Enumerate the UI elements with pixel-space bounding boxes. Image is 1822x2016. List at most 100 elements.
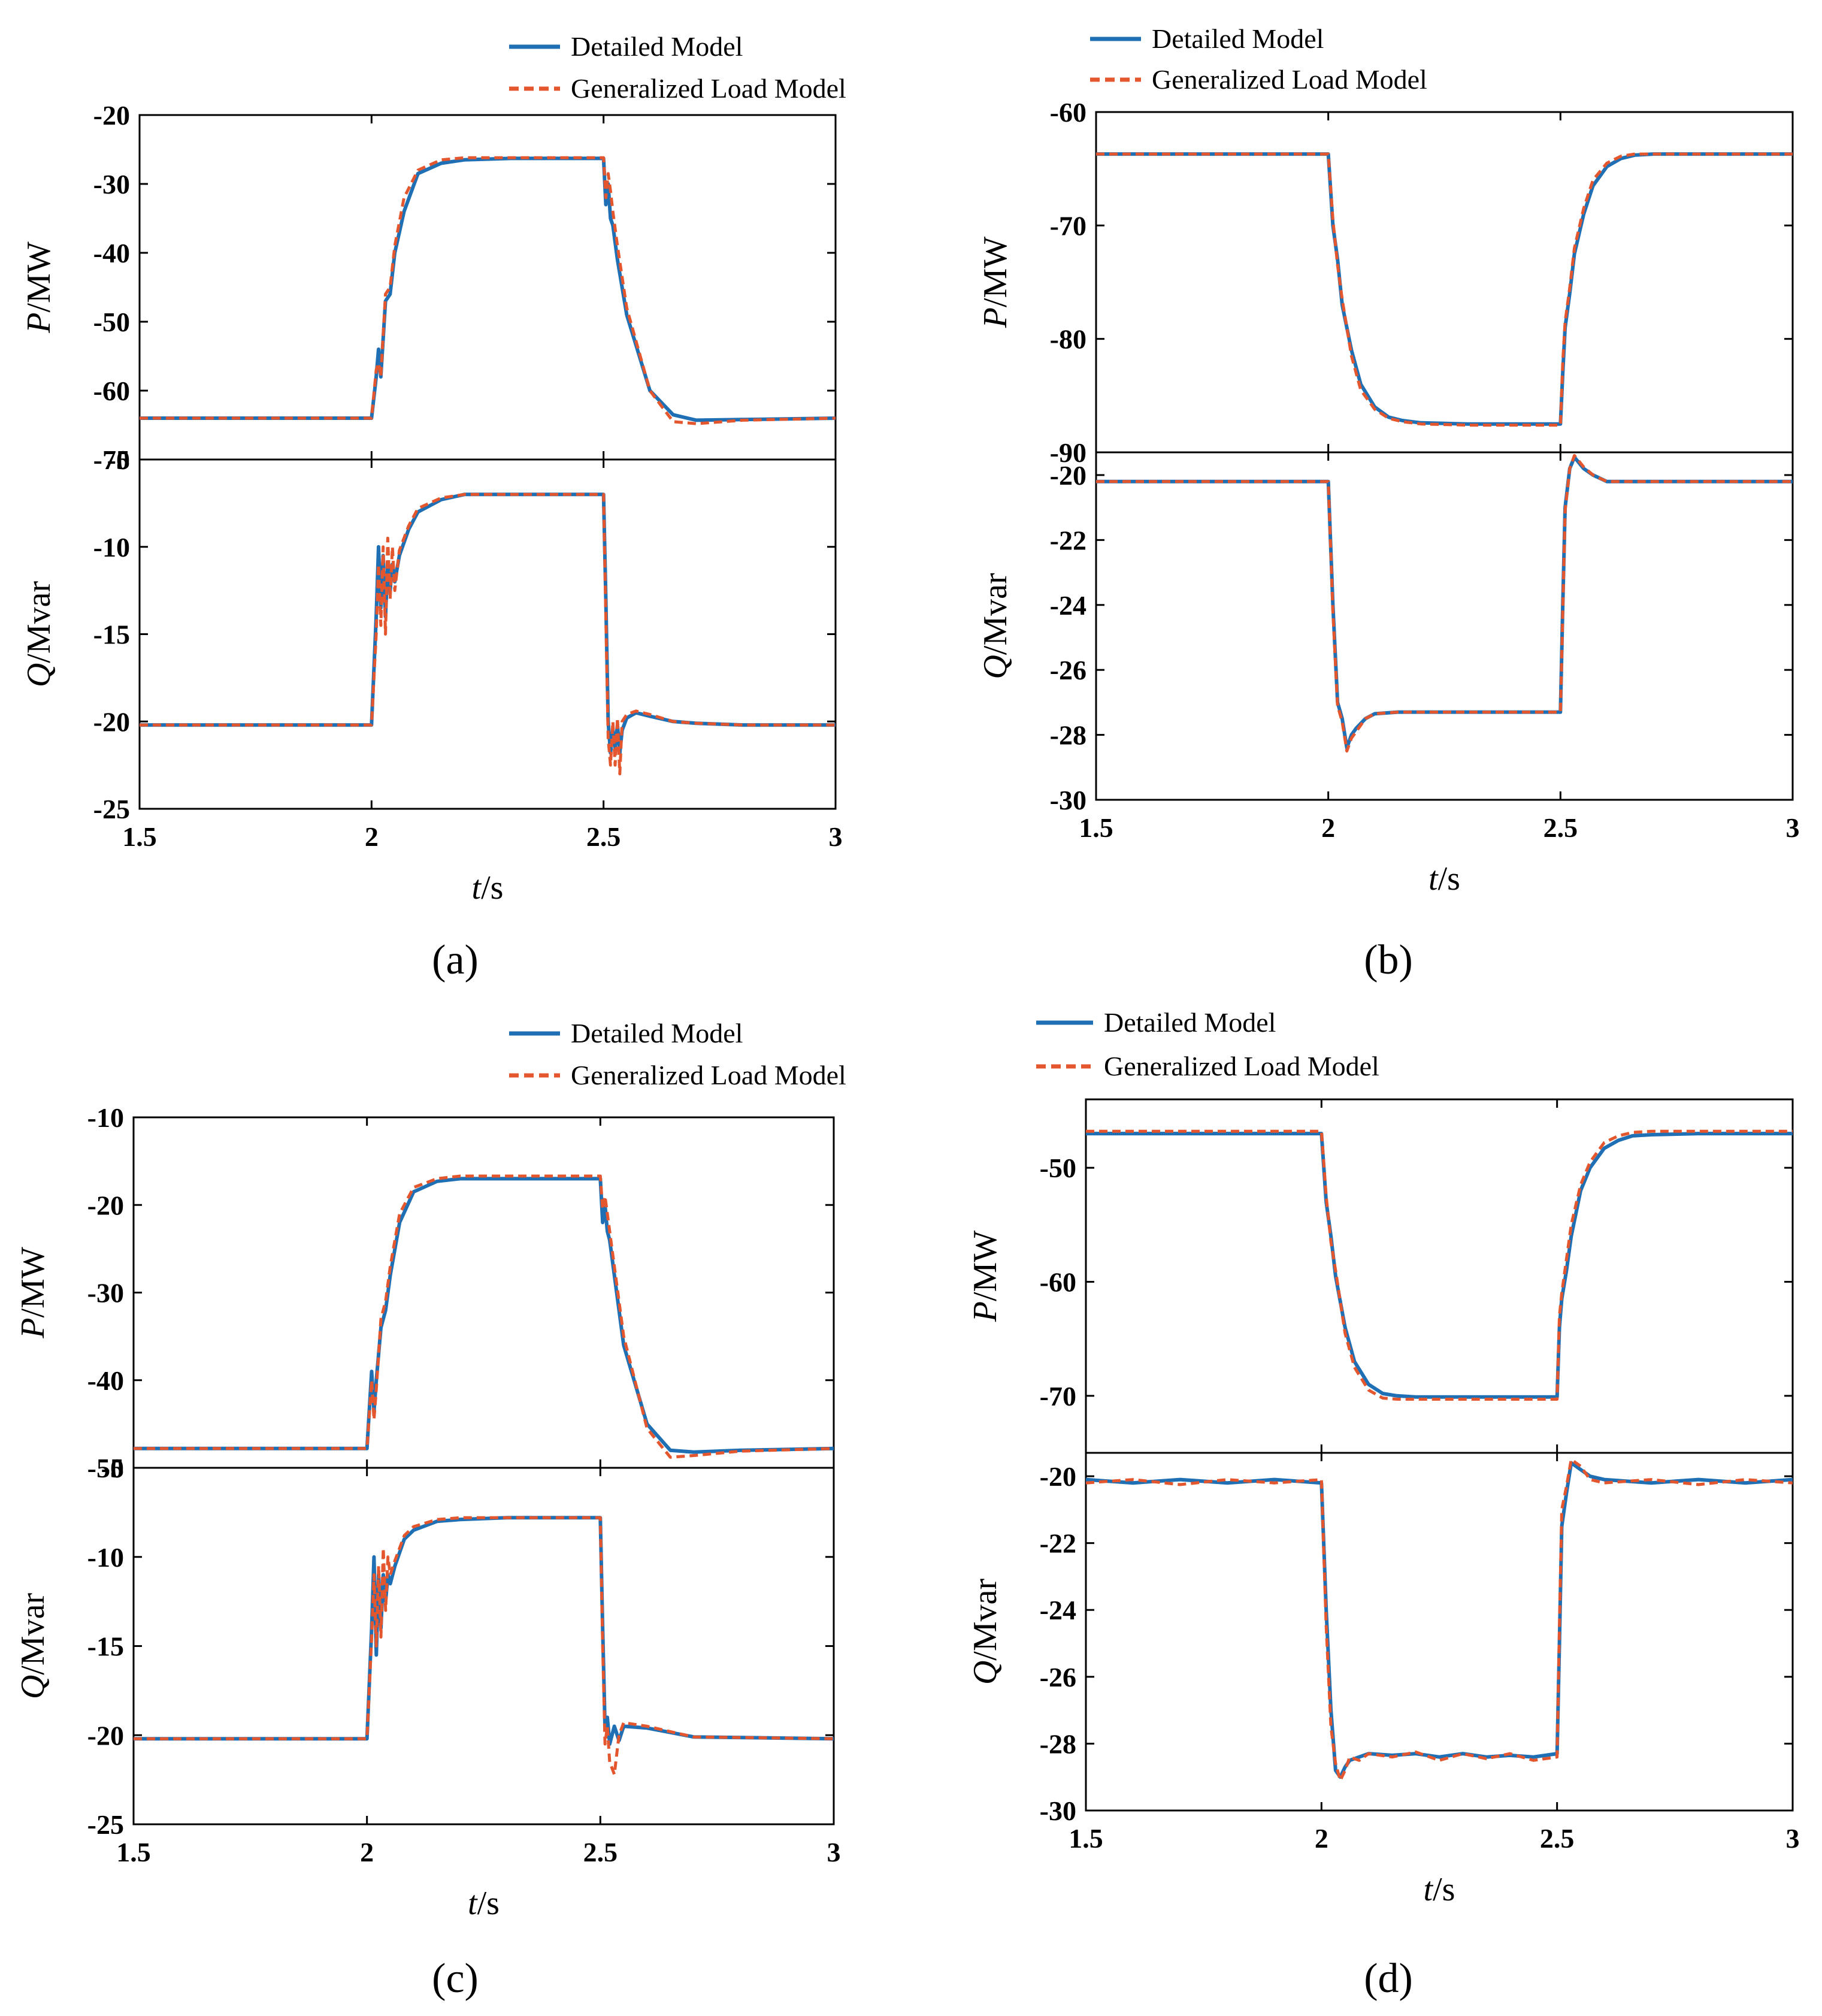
y-tick-label: -24 bbox=[1040, 1595, 1076, 1625]
series-generalized-line bbox=[1086, 1458, 1793, 1782]
series-detailed-line bbox=[134, 1177, 834, 1454]
panel-label: (c) bbox=[432, 1955, 479, 2002]
bottom-subplot: -20 -22 -24 -26 -28 -30 Q/Mvar bbox=[967, 1452, 1794, 1826]
top-ylabel: P/MW bbox=[20, 241, 57, 334]
ylabel-unit: /MW bbox=[20, 241, 57, 312]
x-tick-label: 2 bbox=[365, 821, 379, 852]
y-tick-label: -22 bbox=[1050, 525, 1086, 555]
y-tick-label: -30 bbox=[87, 1278, 124, 1308]
bottom-axes-frame bbox=[1085, 1452, 1794, 1812]
ylabel-symbol: Q bbox=[14, 1675, 52, 1699]
y-tick-label: -28 bbox=[1040, 1728, 1076, 1759]
legend-label-detailed: Detailed Model bbox=[571, 1018, 743, 1048]
bottom-ylabel: Q/Mvar bbox=[977, 573, 1014, 679]
y-tick-label: -50 bbox=[87, 1453, 124, 1483]
xlabel-symbol: t bbox=[468, 1885, 478, 1922]
xlabel: t/s bbox=[468, 1885, 500, 1922]
series-generalized-line bbox=[140, 492, 836, 776]
bottom-axes-frame bbox=[1095, 451, 1794, 801]
y-tick-label: -20 bbox=[87, 1720, 124, 1751]
ylabel-symbol: Q bbox=[967, 1661, 1004, 1685]
y-tick-label: -24 bbox=[1050, 590, 1086, 621]
y-tick-label: -10 bbox=[93, 532, 130, 563]
legend: Detailed Model Generalized Load Model bbox=[509, 1018, 846, 1090]
top-axes-frame bbox=[1095, 111, 1794, 454]
top-axes-frame bbox=[132, 1116, 835, 1469]
x-tick-label: 2.5 bbox=[1543, 812, 1578, 843]
y-tick-label: -30 bbox=[1040, 1796, 1076, 1826]
series-generalized-line bbox=[1096, 454, 1793, 753]
legend: Detailed Model Generalized Load Model bbox=[1036, 1007, 1379, 1081]
y-tick-label: -22 bbox=[1040, 1528, 1076, 1559]
y-tick-label: -25 bbox=[93, 794, 130, 824]
xlabel: t/s bbox=[1424, 1871, 1455, 1908]
xlabel: t/s bbox=[1428, 860, 1460, 897]
xlabel-unit: /s bbox=[477, 1885, 500, 1922]
xlabel-symbol: t bbox=[1424, 1871, 1434, 1908]
series-generalized-line bbox=[134, 1174, 834, 1459]
y-tick-label: -28 bbox=[1050, 720, 1086, 751]
y-tick-label: -50 bbox=[93, 307, 130, 337]
top-subplot: -10 -20 -30 -40 -50 P/MW bbox=[14, 1102, 835, 1483]
x-tick-label: 1.5 bbox=[116, 1837, 151, 1867]
x-tick-label: 2.5 bbox=[586, 821, 621, 852]
y-tick-label: -30 bbox=[1050, 785, 1086, 815]
bottom-subplot: -20 -22 -24 -26 -28 -30 Q/Mvar bbox=[977, 451, 1794, 815]
series-detailed-line bbox=[140, 492, 836, 755]
ylabel-unit: /Mvar bbox=[967, 1578, 1004, 1660]
xlabel-symbol: t bbox=[472, 869, 482, 906]
y-tick-label: -20 bbox=[87, 1190, 124, 1220]
x-tick-label: 2.5 bbox=[583, 1837, 618, 1867]
panel-label: (b) bbox=[1364, 937, 1413, 983]
ylabel-symbol: P bbox=[967, 1301, 1004, 1322]
y-tick-label: -26 bbox=[1040, 1662, 1076, 1692]
ylabel-unit: /MW bbox=[977, 237, 1014, 307]
bottom-axes-frame bbox=[138, 458, 837, 810]
xlabel-unit: /s bbox=[1438, 860, 1460, 897]
x-tick-label: 2 bbox=[1321, 812, 1335, 843]
legend-label-detailed: Detailed Model bbox=[1104, 1007, 1276, 1038]
bottom-ylabel: Q/Mvar bbox=[14, 1592, 52, 1699]
bottom-ylabel: Q/Mvar bbox=[20, 581, 57, 687]
series-detailed-line bbox=[140, 156, 836, 422]
series-detailed-line bbox=[1086, 1461, 1793, 1779]
xlabel-unit: /s bbox=[1433, 1871, 1455, 1908]
y-tick-label: -10 bbox=[87, 1102, 124, 1133]
legend-label-detailed: Detailed Model bbox=[1152, 23, 1324, 54]
y-tick-label: -10 bbox=[87, 1542, 124, 1573]
y-tick-label: -20 bbox=[93, 706, 130, 737]
ylabel-unit: /Mvar bbox=[20, 581, 57, 663]
y-tick-label: -5 bbox=[101, 1453, 124, 1483]
ylabel-symbol: P bbox=[20, 313, 57, 334]
x-tick-label: 3 bbox=[1786, 1823, 1800, 1854]
bottom-subplot: -5 -10 -15 -20 -25 Q/Mvar bbox=[14, 1453, 835, 1840]
y-tick-label: -40 bbox=[93, 238, 130, 268]
top-ylabel: P/MW bbox=[977, 237, 1014, 329]
legend-label-generalized: Generalized Load Model bbox=[1104, 1051, 1379, 1081]
legend: Detailed Model Generalized Load Model bbox=[509, 31, 846, 104]
xlabel-unit: /s bbox=[481, 869, 503, 906]
legend-label-detailed: Detailed Model bbox=[571, 31, 743, 62]
legend: Detailed Model Generalized Load Model bbox=[1090, 23, 1427, 95]
bottom-ylabel: Q/Mvar bbox=[967, 1578, 1004, 1685]
y-tick-label: -15 bbox=[87, 1631, 124, 1662]
top-axes-frame bbox=[138, 114, 837, 461]
top-ylabel: P/MW bbox=[14, 1247, 52, 1339]
x-tick-label: 1.5 bbox=[1079, 812, 1113, 843]
ylabel-symbol: P bbox=[14, 1318, 52, 1339]
y-tick-label: -50 bbox=[1040, 1153, 1076, 1183]
xlabel: t/s bbox=[472, 869, 504, 906]
y-tick-label: -30 bbox=[93, 169, 130, 200]
ylabel-unit: /Mvar bbox=[14, 1592, 52, 1675]
y-tick-label: -25 bbox=[87, 1809, 124, 1840]
x-tick-label: 1.5 bbox=[122, 821, 157, 852]
y-tick-label: -20 bbox=[1050, 460, 1086, 491]
top-subplot: -60 -70 -80 -90 P/MW bbox=[977, 97, 1794, 468]
top-subplot: -50 -60 -70 P/MW bbox=[967, 1098, 1794, 1454]
ylabel-symbol: P bbox=[977, 307, 1014, 328]
y-tick-label: -5 bbox=[107, 445, 130, 475]
y-tick-label: -40 bbox=[87, 1365, 124, 1396]
x-tick-label: 3 bbox=[1786, 812, 1800, 843]
